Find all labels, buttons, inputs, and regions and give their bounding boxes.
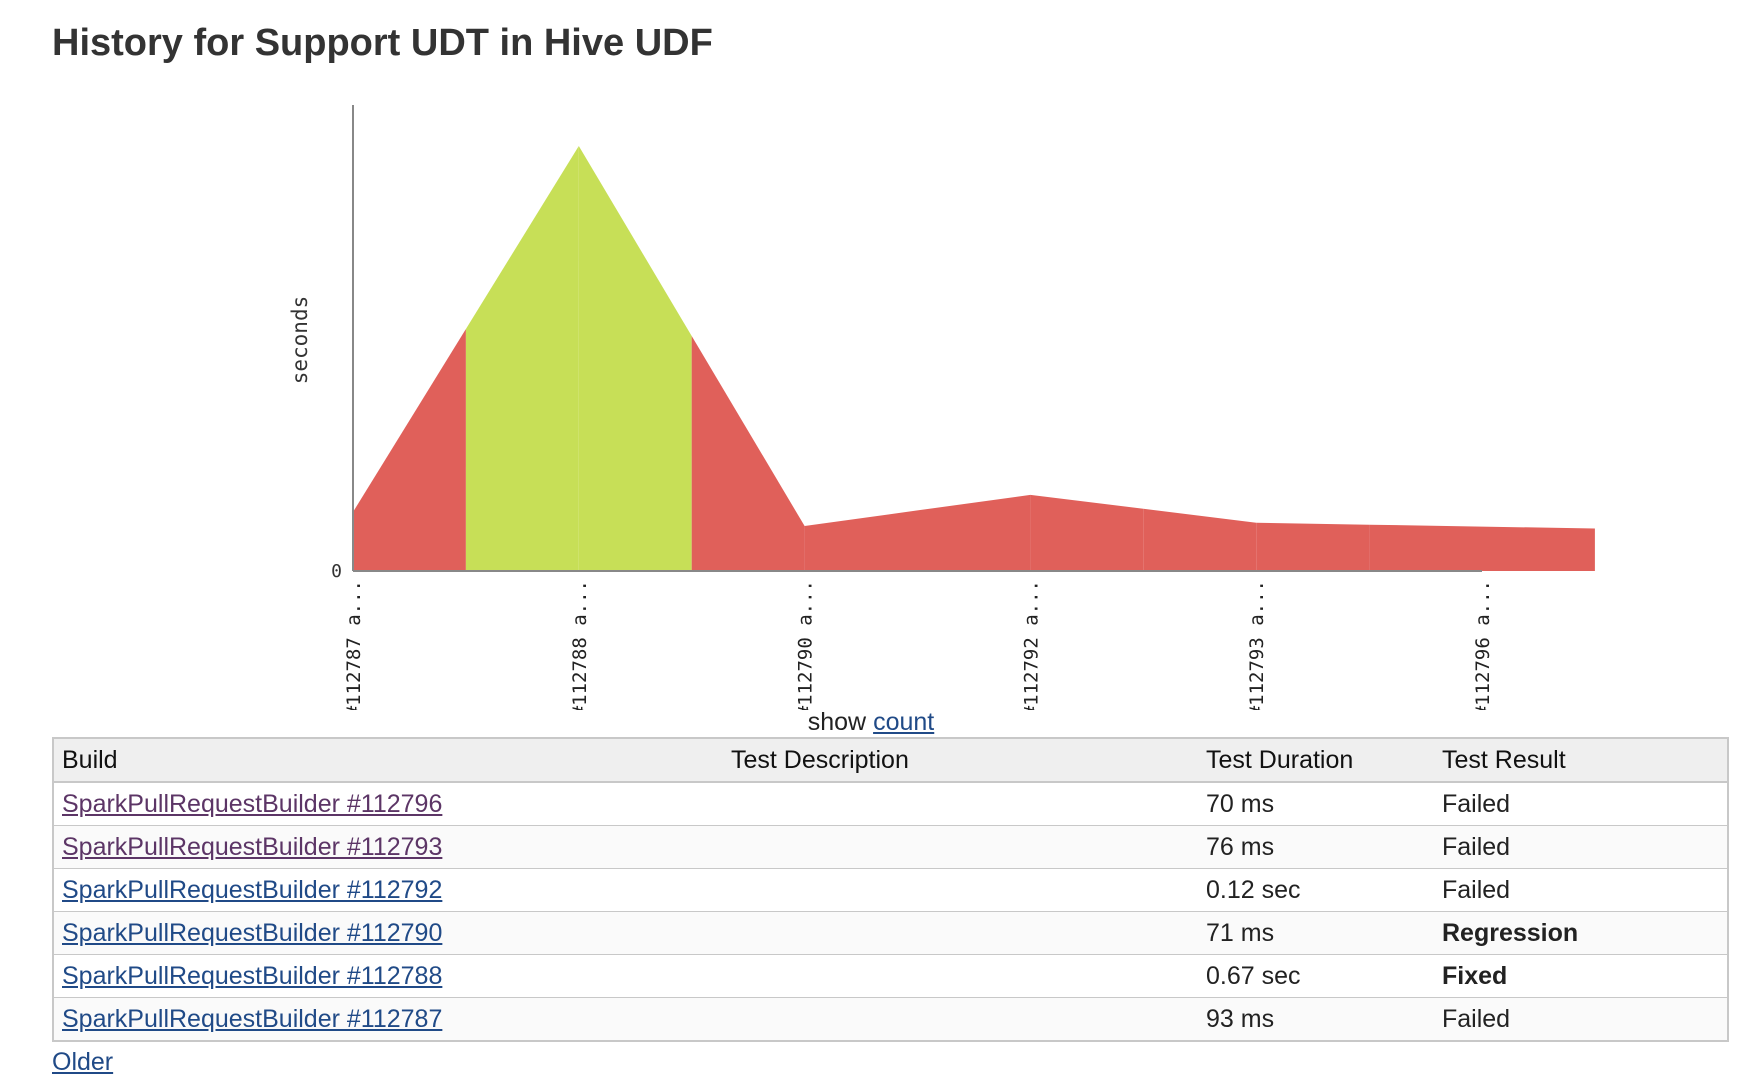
test-description-cell — [723, 868, 1198, 912]
test-result-cell: Failed — [1434, 997, 1728, 1042]
show-count-toggle: show count — [0, 708, 1742, 737]
column-header-build[interactable]: Build — [53, 738, 723, 783]
build-cell: SparkPullRequestBuilder #112792 — [53, 868, 723, 912]
test-result-cell: Failed — [1434, 868, 1728, 912]
table-row: SparkPullRequestBuilder #112790 71 ms Regr… — [53, 911, 1728, 955]
test-duration-cell: 0.12 sec — [1198, 868, 1434, 912]
build-cell: SparkPullRequestBuilder #112788 — [53, 954, 723, 998]
test-duration-cell: 70 ms — [1198, 782, 1434, 826]
table-row: SparkPullRequestBuilder #112793 76 ms Fail… — [53, 825, 1728, 869]
area-segment-passed — [465, 146, 579, 571]
table-header-row: Build Test Description Test Duration Tes… — [53, 738, 1728, 783]
build-cell: SparkPullRequestBuilder #112796 — [53, 782, 723, 826]
build-cell: SparkPullRequestBuilder #112790 — [53, 911, 723, 955]
test-duration-cell: 76 ms — [1198, 825, 1434, 869]
x-tick-label: #112788 a... — [569, 580, 591, 710]
test-description-cell — [723, 954, 1198, 998]
area-segment-failed — [1256, 522, 1370, 571]
column-header-test-result[interactable]: Test Result — [1434, 738, 1728, 783]
y-tick-label: 0 — [331, 561, 342, 582]
build-link[interactable]: SparkPullRequestBuilder #112788 — [62, 961, 443, 990]
test-description-cell — [723, 911, 1198, 955]
area-segment-passed — [578, 146, 692, 571]
table-row: SparkPullRequestBuilder #112792 0.12 sec F… — [53, 868, 1728, 912]
test-history-table: Build Test Description Test Duration Tes… — [52, 737, 1729, 1042]
column-header-test-description[interactable]: Test Description — [723, 738, 1198, 783]
older-link[interactable]: Older — [52, 1048, 114, 1076]
build-link[interactable]: SparkPullRequestBuilder #112787 — [62, 1004, 443, 1033]
area-segment-failed — [1482, 526, 1595, 571]
test-description-cell — [723, 997, 1198, 1042]
show-count-prefix: show — [807, 708, 867, 736]
test-result-cell: Failed — [1434, 782, 1728, 826]
build-cell: SparkPullRequestBuilder #112793 — [53, 825, 723, 869]
test-duration-cell: 93 ms — [1198, 997, 1434, 1042]
build-cell: SparkPullRequestBuilder #112787 — [53, 997, 723, 1042]
x-tick-label: #112796 a... — [1472, 580, 1494, 710]
test-description-cell — [723, 782, 1198, 826]
area-segment-failed — [1030, 494, 1144, 571]
table-row: SparkPullRequestBuilder #112788 0.67 sec F… — [53, 954, 1728, 998]
build-link[interactable]: SparkPullRequestBuilder #112790 — [62, 918, 443, 947]
build-link[interactable]: SparkPullRequestBuilder #112793 — [62, 832, 443, 861]
x-tick-label: #112787 a... — [343, 580, 365, 710]
area-segment-failed — [1143, 508, 1257, 571]
duration-history-chart: 0 seconds #112787 a... #112788 a... #112790 … — [288, 105, 1595, 710]
test-result-cell: Fixed — [1434, 954, 1728, 998]
test-result-cell: Failed — [1434, 825, 1728, 869]
table-row: SparkPullRequestBuilder #112787 93 ms Fail… — [53, 997, 1728, 1042]
area-segment-failed — [1369, 524, 1482, 571]
test-duration-cell: 0.67 sec — [1198, 954, 1434, 998]
area-segment-failed — [691, 336, 805, 571]
area-segment-failed — [804, 510, 918, 571]
build-link[interactable]: SparkPullRequestBuilder #112792 — [62, 875, 443, 904]
x-tick-label: #112792 a... — [1020, 580, 1042, 710]
test-result-cell: Regression — [1434, 911, 1728, 955]
area-segment-failed — [917, 494, 1031, 571]
table-row: SparkPullRequestBuilder #112796 70 ms Fail… — [53, 782, 1728, 826]
x-tick-label: #112790 a... — [795, 580, 817, 710]
area-segment-failed — [353, 329, 466, 571]
build-link[interactable]: SparkPullRequestBuilder #112796 — [62, 789, 443, 818]
test-description-cell — [723, 825, 1198, 869]
show-count-link[interactable]: count — [873, 708, 935, 736]
x-tick-label: #112793 a... — [1246, 580, 1268, 710]
test-duration-cell: 71 ms — [1198, 911, 1434, 955]
page-title: History for Support UDT in Hive UDF — [52, 22, 713, 64]
y-axis-label: seconds — [288, 296, 312, 385]
column-header-test-duration[interactable]: Test Duration — [1198, 738, 1434, 783]
